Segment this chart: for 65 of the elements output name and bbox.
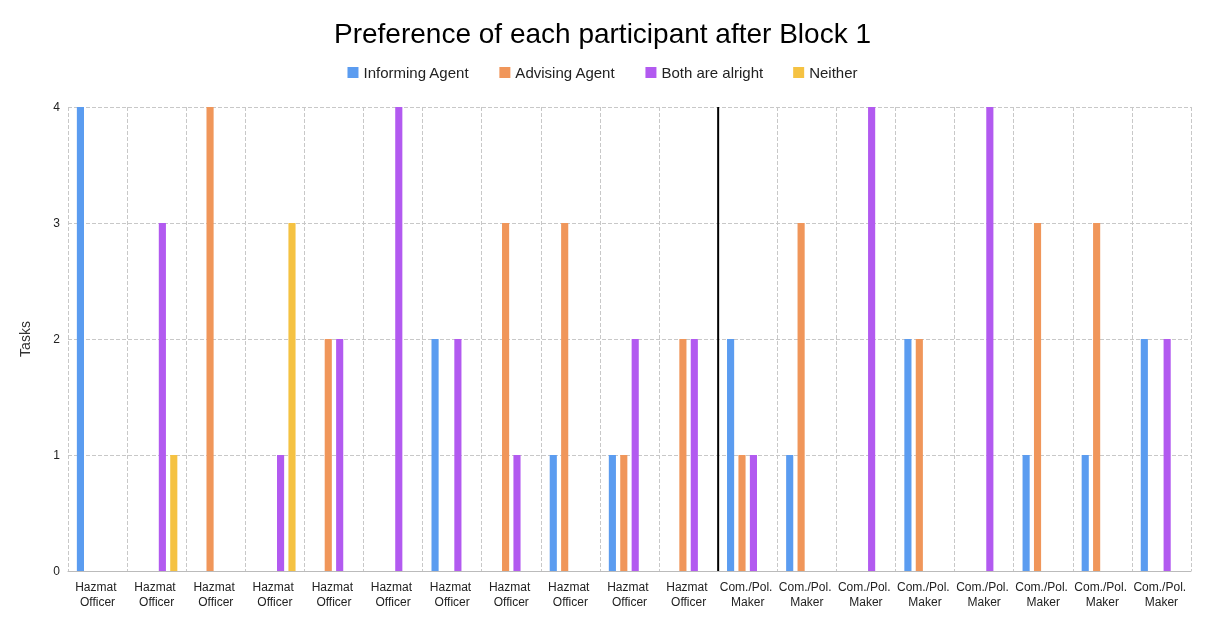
x-tick-label: Com./Pol. Maker — [837, 579, 894, 609]
bar — [738, 455, 746, 571]
x-tick-label: Hazmat Officer — [607, 579, 652, 609]
bar — [1093, 223, 1101, 571]
bar — [549, 455, 557, 571]
bar — [608, 455, 616, 571]
bar — [158, 223, 166, 571]
legend-label: Informing Agent — [363, 64, 470, 81]
y-axis-title: Tasks — [17, 321, 33, 357]
bar — [620, 455, 628, 571]
bar — [749, 455, 757, 571]
y-tick-label: 3 — [53, 216, 61, 230]
x-tick-label: Hazmat Officer — [134, 579, 179, 609]
bar — [395, 107, 403, 571]
x-tick-label: Hazmat Officer — [429, 579, 475, 609]
x-tick-label: Hazmat Officer — [488, 579, 534, 609]
y-tick-label: 4 — [53, 100, 61, 114]
x-tick-label: Com./Pol. Maker — [778, 579, 835, 609]
x-tick-label: Hazmat Officer — [666, 579, 711, 609]
x-tick-label: Hazmat Officer — [193, 579, 239, 609]
x-tick-label: Com./Pol. Maker — [1133, 579, 1190, 609]
bar — [1163, 339, 1171, 571]
bar — [1140, 339, 1148, 571]
x-tick-label: Com./Pol. Maker — [897, 579, 954, 609]
bar — [277, 455, 285, 571]
bar — [690, 339, 698, 571]
y-tick-label: 0 — [53, 564, 61, 578]
x-tick-label: Com./Pol. Maker — [1015, 579, 1072, 609]
x-tick-label: Com./Pol. Maker — [1074, 579, 1131, 609]
bar — [1033, 223, 1042, 571]
bar — [631, 339, 639, 571]
x-tick-label: Hazmat Officer — [75, 579, 120, 609]
bar — [915, 339, 923, 571]
bar — [904, 339, 912, 571]
bar — [513, 455, 521, 571]
bar — [1022, 455, 1030, 571]
bar — [561, 223, 569, 571]
y-tick-label: 1 — [53, 448, 61, 462]
x-tick-label: Hazmat Officer — [311, 579, 357, 609]
bar — [679, 339, 687, 571]
bar — [431, 339, 439, 571]
chart-title: Preference of each participant after Block 1 — [334, 17, 871, 49]
bar — [868, 107, 876, 571]
x-tick-label: Hazmat Officer — [370, 579, 416, 609]
bar — [324, 339, 332, 571]
bar — [336, 339, 344, 571]
bar — [727, 339, 735, 571]
y-tick-label: 2 — [53, 332, 61, 346]
legend-label: Both are alright — [661, 64, 764, 81]
x-tick-label: Hazmat Officer — [548, 579, 593, 609]
bar — [170, 455, 178, 571]
bar — [206, 107, 214, 571]
bar — [502, 223, 510, 571]
x-tick-label: Com./Pol. Maker — [719, 579, 776, 609]
bar — [288, 223, 296, 571]
bar — [797, 223, 805, 571]
x-tick-label: Com./Pol. Maker — [956, 579, 1013, 609]
bar — [76, 107, 84, 571]
legend-label: Advising Agent — [515, 64, 616, 81]
bar — [454, 339, 462, 571]
bar — [786, 455, 794, 571]
x-tick-label: Hazmat Officer — [252, 579, 298, 609]
bar — [1081, 455, 1089, 571]
bar — [986, 107, 994, 571]
legend-label: Neither — [809, 64, 858, 81]
